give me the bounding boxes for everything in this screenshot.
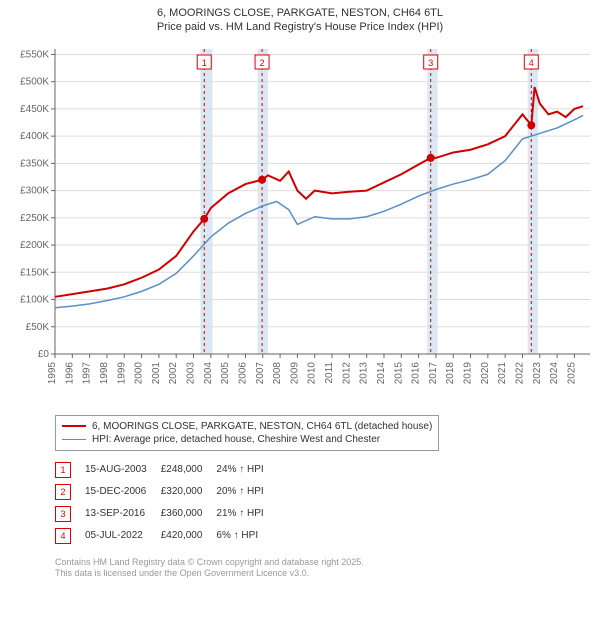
x-tick-label: 2000 — [134, 361, 145, 384]
y-tick-label: £300K — [20, 185, 49, 196]
event-price: £360,000 — [161, 503, 217, 525]
x-tick-label: 2025 — [566, 361, 577, 384]
chart-title: 6, MOORINGS CLOSE, PARKGATE, NESTON, CH6… — [0, 0, 600, 39]
footer-line1: Contains HM Land Registry data © Crown c… — [55, 557, 600, 569]
x-tick-label: 1997 — [82, 361, 93, 384]
event-date: 13-SEP-2016 — [85, 503, 161, 525]
events-table: 1 15-AUG-2003£248,00024% ↑ HPI 2 15-DEC-200… — [55, 459, 278, 547]
legend-swatch — [62, 439, 86, 440]
data-point-marker — [527, 121, 535, 129]
event-price: £320,000 — [161, 481, 217, 503]
chart-area: £0 £50K £100K £150K £200K £250K £300K £350K £400… — [0, 39, 600, 409]
x-tick-label: 2014 — [376, 361, 387, 384]
x-tick-label: 2004 — [203, 361, 214, 384]
x-tick-label: 2009 — [289, 361, 300, 384]
x-tick-label: 2012 — [341, 361, 352, 384]
legend-label: 6, MOORINGS CLOSE, PARKGATE, NESTON, CH6… — [92, 421, 432, 432]
shaded-band — [427, 49, 437, 354]
y-tick-label: £500K — [20, 76, 49, 87]
event-marker-label: 2 — [260, 58, 265, 68]
event-marker-label: 1 — [202, 58, 207, 68]
event-delta: 20% ↑ HPI — [216, 481, 277, 503]
footer-line2: This data is licensed under the Open Gov… — [55, 568, 600, 580]
footer-attribution: Contains HM Land Registry data © Crown c… — [55, 557, 600, 580]
y-tick-label: £350K — [20, 158, 49, 169]
x-tick-label: 1996 — [64, 361, 75, 384]
event-row: 3 13-SEP-2016£360,00021% ↑ HPI — [55, 503, 278, 525]
event-delta: 6% ↑ HPI — [216, 525, 277, 547]
x-tick-label: 1995 — [47, 361, 58, 384]
data-point-marker — [200, 215, 208, 223]
data-point-marker — [427, 154, 435, 162]
event-row: 4 05-JUL-2022£420,0006% ↑ HPI — [55, 525, 278, 547]
x-tick-label: 1998 — [99, 361, 110, 384]
y-tick-label: £150K — [20, 267, 49, 278]
event-delta: 24% ↑ HPI — [216, 459, 277, 481]
x-tick-label: 2019 — [463, 361, 474, 384]
x-tick-label: 2003 — [186, 361, 197, 384]
x-tick-label: 2022 — [514, 361, 525, 384]
x-tick-label: 2007 — [255, 361, 266, 384]
y-tick-label: £50K — [26, 321, 50, 332]
x-tick-label: 2020 — [480, 361, 491, 384]
event-marker-label: 4 — [529, 58, 534, 68]
y-tick-label: £450K — [20, 104, 49, 115]
x-tick-label: 2011 — [324, 361, 335, 383]
legend: 6, MOORINGS CLOSE, PARKGATE, NESTON, CH6… — [55, 415, 439, 451]
chart-svg: £0 £50K £100K £150K £200K £250K £300K £350K £400… — [0, 39, 600, 409]
legend-swatch — [62, 425, 86, 427]
event-price: £420,000 — [161, 525, 217, 547]
event-row: 1 15-AUG-2003£248,00024% ↑ HPI — [55, 459, 278, 481]
x-tick-label: 1999 — [116, 361, 127, 384]
x-tick-label: 2013 — [359, 361, 370, 384]
shaded-band — [258, 49, 268, 354]
x-tick-label: 2017 — [428, 361, 439, 384]
x-tick-label: 2002 — [168, 361, 179, 384]
x-tick-label: 2006 — [237, 361, 248, 384]
legend-row: HPI: Average price, detached house, Ches… — [62, 433, 432, 446]
event-index-marker: 2 — [55, 484, 71, 500]
shaded-band — [200, 49, 212, 354]
event-date: 15-DEC-2006 — [85, 481, 161, 503]
x-tick-label: 2018 — [445, 361, 456, 384]
legend-label: HPI: Average price, detached house, Ches… — [92, 434, 380, 445]
x-tick-label: 2023 — [532, 361, 543, 384]
x-tick-label: 2021 — [497, 361, 508, 384]
y-tick-label: £550K — [20, 49, 49, 60]
event-index-marker: 3 — [55, 506, 71, 522]
y-tick-label: £250K — [20, 212, 49, 223]
title-line2: Price paid vs. HM Land Registry's House … — [0, 20, 600, 34]
x-tick-label: 2016 — [411, 361, 422, 384]
x-tick-label: 2024 — [549, 361, 560, 384]
event-index-marker: 1 — [55, 462, 71, 478]
event-marker-label: 3 — [428, 58, 433, 68]
event-row: 2 15-DEC-2006£320,00020% ↑ HPI — [55, 481, 278, 503]
title-line1: 6, MOORINGS CLOSE, PARKGATE, NESTON, CH6… — [0, 6, 600, 20]
legend-row: 6, MOORINGS CLOSE, PARKGATE, NESTON, CH6… — [62, 420, 432, 433]
event-date: 15-AUG-2003 — [85, 459, 161, 481]
y-tick-label: £400K — [20, 131, 49, 142]
x-tick-label: 2008 — [272, 361, 283, 384]
y-tick-label: £100K — [20, 294, 49, 305]
x-tick-label: 2005 — [220, 361, 231, 384]
event-date: 05-JUL-2022 — [85, 525, 161, 547]
data-point-marker — [258, 175, 266, 183]
x-tick-label: 2001 — [151, 361, 162, 384]
y-tick-label: £200K — [20, 240, 49, 251]
event-price: £248,000 — [161, 459, 217, 481]
x-tick-label: 2015 — [393, 361, 404, 384]
event-index-marker: 4 — [55, 528, 71, 544]
event-delta: 21% ↑ HPI — [216, 503, 277, 525]
y-tick-label: £0 — [38, 349, 50, 360]
x-tick-label: 2010 — [307, 361, 318, 384]
